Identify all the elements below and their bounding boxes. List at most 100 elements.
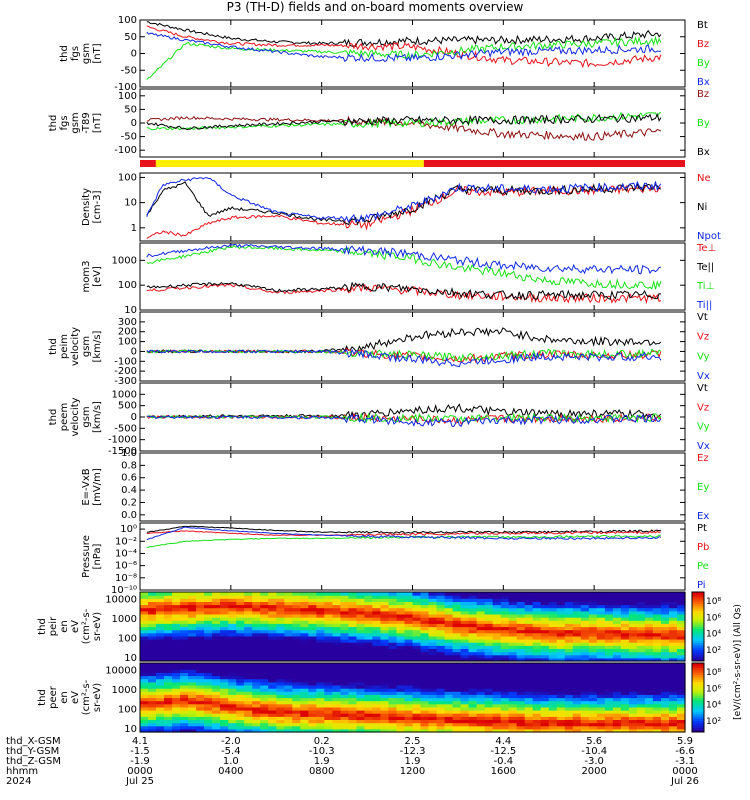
spectrogram-cell (484, 607, 494, 612)
spectrogram-cell (532, 666, 542, 670)
spectrogram-cell (556, 632, 566, 637)
spectrogram-cell (212, 713, 221, 717)
spectrogram-cell (404, 675, 414, 680)
spectrogram-cell (276, 632, 285, 637)
spectrogram-cell (596, 642, 606, 646)
spectrogram-cell (428, 645, 438, 649)
spectrogram-cell (468, 595, 478, 599)
spectrogram-cell (500, 703, 510, 708)
spectrogram-cell (436, 719, 446, 724)
spectrogram-cell (172, 607, 181, 612)
spectrogram-cell (644, 598, 654, 602)
spectrogram-cell (156, 700, 165, 705)
spectrogram-cell (284, 675, 293, 680)
spectrogram-cell (300, 610, 309, 615)
spectrogram-cell (140, 648, 149, 653)
spectrogram-cell (172, 700, 181, 705)
spectrogram-cell (532, 648, 542, 653)
spectrogram-cell (524, 700, 534, 705)
spectrogram-cell (492, 666, 502, 670)
spectrogram-cell (348, 691, 357, 695)
spectrogram-cell (636, 654, 646, 659)
spectrogram-cell (380, 642, 389, 646)
y-axis-label: [nT] (92, 113, 103, 133)
spectrogram-cell (564, 681, 574, 686)
spectrogram-cell (596, 719, 606, 724)
y-tick-label: 0.2 (121, 497, 137, 508)
spectrogram-cell (292, 703, 301, 708)
spectrogram-cell (572, 610, 582, 615)
spectrogram-cell (164, 713, 173, 717)
spectrogram-cell (420, 626, 430, 631)
spectrogram-cell (396, 669, 406, 673)
spectrogram-cell (572, 719, 582, 724)
spectrogram-cell (412, 620, 422, 624)
spectrogram-cell (620, 703, 630, 708)
spectrogram-cell (156, 654, 165, 659)
spectrogram-cell (484, 610, 494, 615)
spectrogram-cell (612, 657, 622, 662)
spectrogram-cell (669, 604, 678, 609)
spectrogram-cell (588, 623, 598, 628)
spectrogram-cell (180, 592, 189, 596)
spectrogram-cell (300, 642, 309, 646)
spectrogram-cell (572, 675, 582, 680)
spectrogram-cell (140, 610, 149, 615)
spectrogram-cell (420, 610, 430, 615)
spectrogram-cell (484, 639, 494, 643)
spectrogram-cell (236, 700, 245, 705)
spectrogram-cell (661, 620, 670, 624)
spectrogram-cell (588, 691, 598, 695)
y-tick-label: -1000 (108, 435, 137, 446)
ephemeris-value: 4.1 (132, 736, 148, 747)
y-tick-label: 500 (118, 401, 137, 412)
y-axis-label: [cm-3] (92, 190, 103, 223)
spectrogram-cell (388, 595, 398, 599)
spectrogram-cell (292, 719, 301, 724)
spectrogram-cell (332, 725, 341, 730)
spectrogram-cell (540, 700, 550, 705)
spectrogram-cell (652, 678, 662, 683)
panel-frame (139, 662, 686, 733)
spectrogram-cell (652, 639, 662, 643)
spectrogram-cell (172, 691, 181, 695)
spectrogram-cell (204, 657, 213, 662)
spectrogram-cell (652, 710, 662, 714)
spectrogram-cell (364, 645, 373, 649)
spectrogram-cell (669, 620, 678, 624)
spectrogram-cell (661, 663, 670, 667)
colorbar-cell (692, 642, 704, 646)
spectrogram-cell (164, 623, 173, 628)
spectrogram-cell (300, 681, 309, 686)
spectrogram-cell (580, 620, 590, 624)
spectrogram-cell (364, 691, 373, 695)
spectrogram-cell (436, 610, 446, 615)
spectrogram-cell (596, 681, 606, 686)
colorbar-cell (692, 695, 704, 698)
spectrogram-cell (484, 595, 494, 599)
spectrogram-cell (612, 592, 622, 596)
spectrogram-cell (252, 725, 261, 730)
spectrogram-cell (476, 632, 486, 637)
spectrogram-cell (324, 592, 333, 596)
spectrogram-cell (508, 617, 518, 621)
spectrogram-cell (460, 607, 470, 612)
spectrogram-cell (452, 614, 462, 618)
spectrogram-cell (452, 694, 462, 699)
spectrogram-cell (316, 642, 325, 646)
spectrogram-cell (260, 713, 269, 717)
series-line-by (146, 35, 662, 81)
spectrogram-cell (292, 620, 301, 624)
spectrogram-cell (364, 716, 373, 720)
spectrogram-cell (196, 716, 205, 720)
spectrogram-cell (356, 648, 365, 653)
spectrogram-cell (468, 635, 478, 640)
spectrogram-cell (332, 672, 341, 677)
spectrogram-cell (644, 691, 654, 695)
spectrogram-cell (380, 703, 389, 708)
spectrogram-cell (580, 700, 590, 705)
spectrogram-cell (420, 639, 430, 643)
spectrogram-cell (661, 722, 670, 727)
spectrogram-cell (669, 706, 678, 711)
spectrogram-cell (436, 654, 446, 659)
